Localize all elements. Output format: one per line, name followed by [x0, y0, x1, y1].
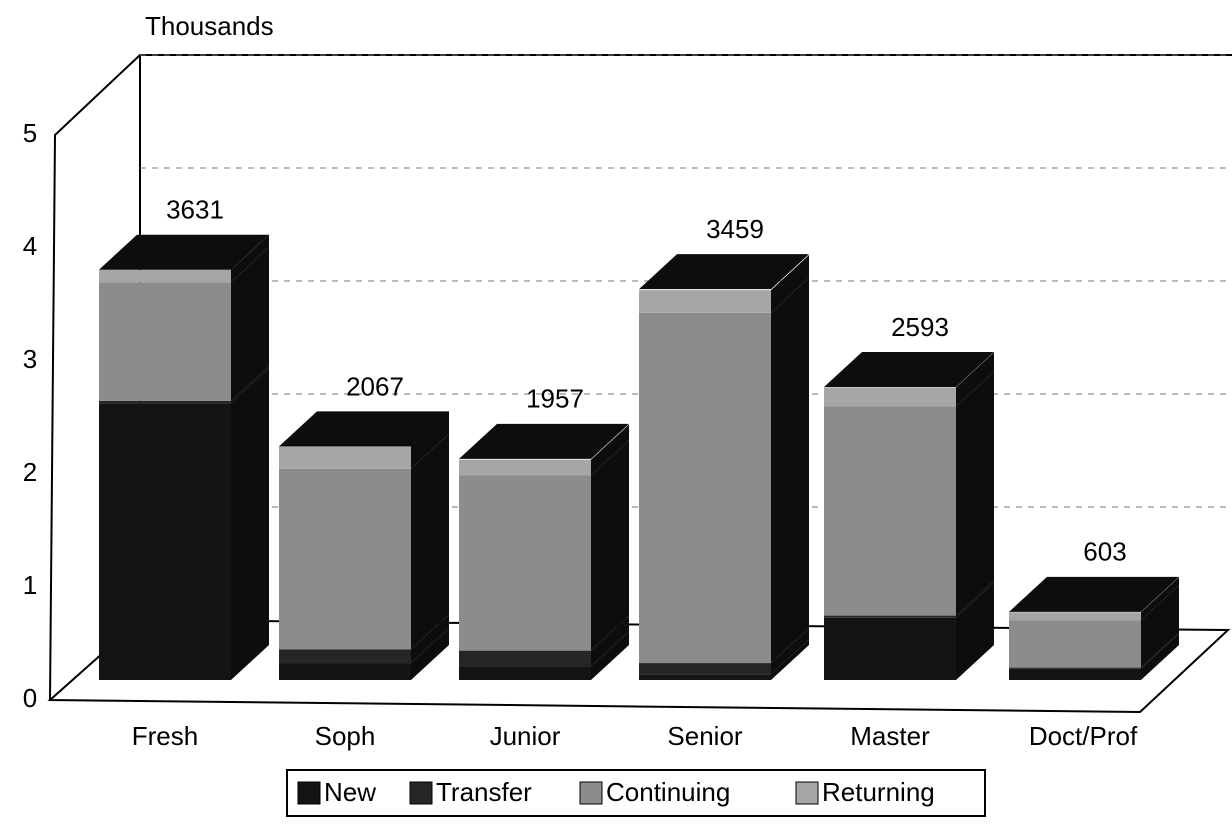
bar-side: [231, 368, 269, 680]
bar-side: [1141, 633, 1179, 680]
legend-label: Returning: [822, 777, 935, 807]
bar-top: [1009, 576, 1179, 612]
bar-segment: [639, 290, 771, 313]
bar-segment: [279, 663, 411, 680]
bar-side: [231, 247, 269, 401]
data-label: 2593: [891, 312, 949, 342]
y-tick-label: 5: [23, 118, 37, 148]
bar-segment: [459, 666, 591, 680]
legend-label: Transfer: [436, 777, 532, 807]
bar-segment: [824, 617, 956, 680]
bar-top: [99, 234, 269, 270]
bar-segment: [279, 649, 411, 664]
bar-side: [591, 615, 629, 667]
bar-segment: [639, 663, 771, 675]
data-label: 3631: [166, 195, 224, 225]
bar-side: [411, 628, 449, 680]
bar-side: [771, 628, 809, 675]
bar-side: [411, 433, 449, 650]
data-label: 603: [1083, 537, 1126, 567]
bar-segment: [99, 400, 231, 404]
bar-side: [231, 365, 269, 404]
bar-top: [639, 254, 809, 290]
x-tick-label: Junior: [490, 721, 561, 751]
legend-swatch: [297, 781, 321, 805]
bar-segment: [99, 269, 231, 283]
bar-side: [771, 277, 809, 664]
bar-segment: [1009, 667, 1141, 669]
bar-side: [771, 639, 809, 680]
bar-side: [956, 580, 994, 618]
bar-top: [279, 411, 449, 447]
x-tick-label: Soph: [315, 721, 376, 751]
x-tick-label: Doct/Prof: [1029, 721, 1138, 751]
bar-segment: [1009, 612, 1141, 621]
legend-swatch: [409, 781, 433, 805]
bar-segment: [279, 446, 411, 469]
bar-side: [411, 614, 449, 664]
axis-title: Thousands: [145, 11, 274, 41]
bar-side: [1141, 577, 1179, 621]
bar-side: [956, 582, 994, 680]
bar-top: [824, 351, 994, 387]
x-tick-label: Master: [850, 721, 930, 751]
data-label: 3459: [706, 214, 764, 244]
y-tick-label: 0: [23, 683, 37, 713]
y-tick-label: 1: [23, 570, 37, 600]
bar-side: [231, 234, 269, 283]
x-tick-label: Fresh: [132, 721, 198, 751]
bar-side: [591, 631, 629, 680]
bar-side: [956, 371, 994, 616]
bar-side: [1141, 585, 1179, 668]
y-tick-label: 3: [23, 344, 37, 374]
bar-segment: [824, 406, 956, 616]
bar-segment: [824, 615, 956, 618]
bar-side: [411, 411, 449, 469]
bar-segment: [1009, 668, 1141, 680]
data-label: 1957: [526, 384, 584, 414]
legend-swatch: [579, 781, 603, 805]
bar-side: [956, 352, 994, 407]
legend-label: Continuing: [606, 777, 730, 807]
data-label: 2067: [346, 371, 404, 401]
legend-swatch: [795, 781, 819, 805]
legend-label: New: [324, 777, 376, 807]
bar-side: [591, 424, 629, 476]
bar-segment: [459, 459, 591, 476]
bar-segment: [824, 387, 956, 407]
y-tick-label: 2: [23, 457, 37, 487]
bar-side: [591, 440, 629, 651]
bar-segment: [459, 650, 591, 667]
bar-segment: [639, 312, 771, 664]
bar-segment: [1009, 620, 1141, 668]
bar-top: [459, 423, 629, 459]
legend-box: [286, 769, 986, 817]
x-tick-label: Senior: [667, 721, 742, 751]
bar-segment: [99, 403, 231, 680]
bar-segment: [459, 475, 591, 651]
y-tick-label: 4: [23, 231, 37, 261]
bar-side: [1141, 632, 1179, 669]
bar-segment: [639, 674, 771, 680]
bar-side: [771, 255, 809, 313]
bar-segment: [99, 282, 231, 401]
bar-segment: [279, 468, 411, 650]
